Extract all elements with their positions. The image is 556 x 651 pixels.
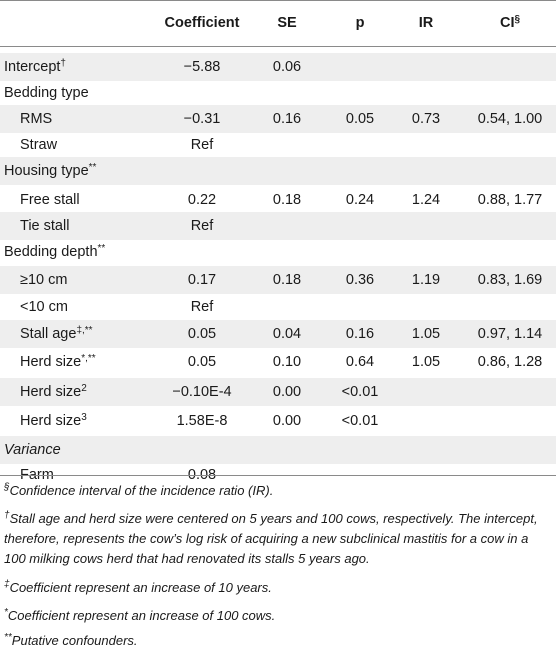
row-label: Variance (4, 442, 61, 458)
row-label: Free stall (20, 192, 80, 208)
top-rule (0, 0, 556, 1)
row-label: Herd size*,** (20, 353, 96, 371)
coefficient-cell: Ref (190, 299, 214, 315)
footnote-text: Confidence interval of the incidence rat… (9, 483, 274, 498)
coefficient-cell: 0.17 (187, 272, 217, 288)
row-label: Tie stall (20, 218, 70, 234)
coefficient-cell: 0.22 (187, 192, 217, 208)
footnote-mark: † (4, 510, 10, 521)
ci-cell: 0.83, 1.69 (477, 272, 543, 288)
se-cell: 0.00 (272, 384, 302, 400)
table-row: Housing type** (0, 157, 556, 185)
row-label-sup: 3 (81, 412, 87, 423)
p-cell: 0.64 (345, 354, 375, 370)
header-p: p (355, 15, 365, 31)
bottom-rule (0, 475, 556, 476)
p-cell: 0.16 (345, 326, 375, 342)
row-label: ≥10 cm (20, 272, 68, 288)
ci-cell: 0.54, 1.00 (477, 111, 543, 127)
table-row: Tie stall Ref (0, 212, 556, 240)
footnote: †Stall age and herd size were centered o… (4, 509, 552, 569)
table-row: Herd size2 −0.10E-4 0.00 <0.01 (0, 378, 556, 406)
row-label: Herd size3 (20, 412, 87, 430)
ir-cell: 1.19 (411, 272, 441, 288)
row-label-sup: ‡,** (76, 325, 93, 336)
row-label: <10 cm (20, 299, 68, 315)
footnote-mark: ** (4, 632, 12, 643)
p-cell: <0.01 (341, 384, 379, 400)
footnote-text: Coefficient represent an increase of 10 … (9, 580, 272, 595)
se-cell: 0.18 (272, 192, 302, 208)
ir-cell: 1.05 (411, 354, 441, 370)
coefficient-cell: −0.10E-4 (172, 384, 232, 400)
row-label: Housing type** (4, 162, 97, 180)
footnote-mark: § (4, 482, 10, 493)
p-cell: 0.05 (345, 111, 375, 127)
table-row: Bedding depth** (0, 238, 556, 266)
ir-cell: 0.73 (411, 111, 441, 127)
se-cell: 0.10 (272, 354, 302, 370)
row-label-sup: ** (88, 162, 97, 173)
header-rule (0, 46, 556, 47)
table-row: Bedding type (0, 79, 556, 107)
table-row: Intercept† −5.88 0.06 (0, 53, 556, 81)
p-cell: 0.24 (345, 192, 375, 208)
table-row: Stall age‡,** 0.05 0.04 0.16 1.05 0.97, 1.14 (0, 320, 556, 348)
footnote: *Coefficient represent an increase of 10… (4, 606, 552, 626)
ci-cell: 0.88, 1.77 (477, 192, 543, 208)
footnote-mark: * (4, 607, 8, 618)
table-row: Herd size*,** 0.05 0.10 0.64 1.05 0.86, 1.28 (0, 348, 556, 376)
se-cell: 0.06 (272, 59, 302, 75)
coefficient-cell: Ref (190, 218, 214, 234)
header-ci: CI§ (499, 14, 521, 32)
header-coefficient: Coefficient (164, 15, 240, 31)
p-cell: 0.36 (345, 272, 375, 288)
table-row: RMS −0.31 0.16 0.05 0.73 0.54, 1.00 (0, 105, 556, 133)
se-cell: 0.04 (272, 326, 302, 342)
row-label: Straw (20, 137, 58, 153)
coefficient-cell: 0.05 (187, 326, 217, 342)
table-row: Straw Ref (0, 131, 556, 159)
coefficient-cell: −0.31 (183, 111, 221, 127)
coefficient-cell: Ref (190, 137, 214, 153)
footnote: ‡Coefficient represent an increase of 10… (4, 578, 552, 598)
table-row: <10 cm Ref (0, 293, 556, 321)
header-row: Coefficient SE p IR CI§ (0, 6, 556, 40)
header-ir: IR (418, 15, 434, 31)
se-cell: 0.18 (272, 272, 302, 288)
coefficient-cell: −5.88 (183, 59, 221, 75)
ci-cell: 0.86, 1.28 (477, 354, 543, 370)
row-label-sup: † (60, 58, 66, 69)
table-row: Herd size3 1.58E-8 0.00 <0.01 (0, 407, 556, 435)
footnote: §Confidence interval of the incidence ra… (4, 481, 552, 501)
se-cell: 0.16 (272, 111, 302, 127)
header-ci-sup: § (514, 14, 521, 25)
row-label: Herd size2 (20, 383, 87, 401)
row-label-sup: 2 (81, 383, 87, 394)
coefficient-cell: 0.05 (187, 354, 217, 370)
footnote-mark: ‡ (4, 579, 10, 590)
row-label: Bedding depth** (4, 243, 106, 261)
table-row: ≥10 cm 0.17 0.18 0.36 1.19 0.83, 1.69 (0, 266, 556, 294)
row-label: Stall age‡,** (20, 325, 93, 343)
row-label: Intercept† (4, 58, 66, 76)
header-se: SE (277, 15, 297, 31)
ir-cell: 1.05 (411, 326, 441, 342)
row-label: Bedding type (4, 85, 89, 101)
ci-cell: 0.97, 1.14 (477, 326, 543, 342)
row-label: RMS (20, 111, 53, 127)
footnote-text: Coefficient represent an increase of 100… (7, 608, 276, 623)
ir-cell: 1.24 (411, 192, 441, 208)
se-cell: 0.00 (272, 413, 302, 429)
row-label-sup: ** (97, 243, 106, 254)
footnote-text: Stall age and herd size were centered on… (4, 511, 538, 566)
table-row: Free stall 0.22 0.18 0.24 1.24 0.88, 1.77 (0, 186, 556, 214)
table-row: Variance (0, 436, 556, 464)
p-cell: <0.01 (341, 413, 379, 429)
footnote: **Putative confounders. (4, 631, 552, 651)
coefficient-cell: 1.58E-8 (176, 413, 228, 429)
row-label-sup: *,** (81, 353, 96, 364)
